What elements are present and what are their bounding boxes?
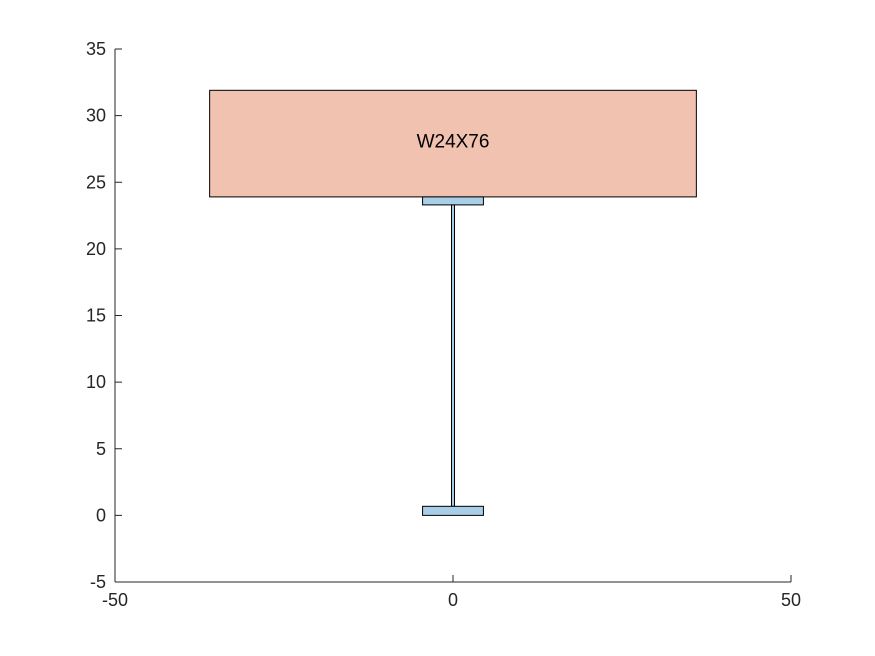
y-tick-label: 10: [86, 372, 106, 392]
section-shapes: [209, 89, 697, 516]
y-tick-label: 5: [96, 439, 106, 459]
y-tick-label: 0: [96, 505, 106, 525]
bottom-flange-shape: [422, 505, 484, 516]
y-tick-label: 20: [86, 239, 106, 259]
slab-shape: [209, 89, 697, 198]
web-shape: [451, 204, 455, 507]
x-tick-label: 0: [448, 590, 458, 610]
section-annotation: W24X76: [417, 131, 490, 152]
x-tick-label: -50: [102, 590, 128, 610]
y-tick-label: 25: [86, 172, 106, 192]
y-tick-label: 35: [86, 39, 106, 59]
y-tick-label: -5: [90, 572, 106, 592]
y-tick-label: 15: [86, 306, 106, 326]
top-flange-shape: [422, 196, 484, 206]
x-tick-label: 50: [781, 590, 801, 610]
y-tick-label: 30: [86, 106, 106, 126]
